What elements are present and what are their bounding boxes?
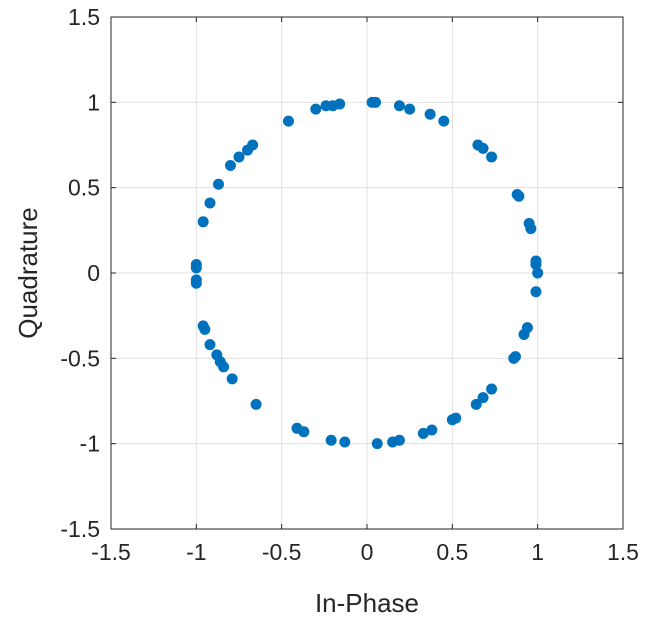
data-points xyxy=(190,96,544,450)
x-axis-label: In-Phase xyxy=(315,588,419,617)
data-point xyxy=(530,286,542,298)
data-point xyxy=(438,115,450,127)
y-tick-label: -0.5 xyxy=(60,345,100,371)
data-point xyxy=(404,103,416,115)
x-tick-label: -0.5 xyxy=(262,539,302,565)
data-point xyxy=(247,139,259,151)
data-point xyxy=(525,223,537,235)
data-point xyxy=(393,100,405,112)
grid xyxy=(110,16,624,530)
data-point xyxy=(424,108,436,120)
y-tick-label: -1.5 xyxy=(60,516,100,542)
data-point xyxy=(486,151,498,163)
ticks: -1.5 -1 -0.5 0 0.5 1 1.5 -1.5 -1 -0.5 0 0.5 1 1.5 xyxy=(60,4,639,565)
data-point xyxy=(370,96,382,108)
y-axis-label: Quadrature xyxy=(13,207,43,339)
data-point xyxy=(334,98,346,110)
data-point xyxy=(339,436,351,448)
data-point xyxy=(477,392,489,404)
x-tick-label: 0.5 xyxy=(436,539,468,565)
y-tick-label: 1 xyxy=(87,89,100,115)
data-point xyxy=(282,115,294,127)
data-point xyxy=(224,159,236,171)
data-point xyxy=(470,398,482,410)
data-point xyxy=(532,267,544,279)
data-point xyxy=(233,151,245,163)
data-point xyxy=(197,216,209,228)
data-point xyxy=(204,339,216,351)
data-point xyxy=(486,383,498,395)
data-point xyxy=(477,142,489,154)
data-point xyxy=(426,424,438,436)
x-tick-label: -1.5 xyxy=(91,539,131,565)
data-point xyxy=(250,398,262,410)
data-point xyxy=(518,328,530,340)
y-tick-label: 0.5 xyxy=(68,175,100,201)
y-tick-label: -1 xyxy=(80,431,100,457)
data-point xyxy=(190,274,202,286)
data-point xyxy=(197,320,209,332)
x-tick-label: 1.5 xyxy=(607,539,639,565)
data-point xyxy=(325,434,337,446)
data-point xyxy=(213,178,225,190)
data-point xyxy=(190,258,202,270)
y-tick-label: 1.5 xyxy=(68,4,100,30)
x-tick-label: 1 xyxy=(531,539,544,565)
data-point xyxy=(371,438,383,450)
data-point xyxy=(310,103,322,115)
y-tick-label: 0 xyxy=(87,260,100,286)
x-tick-label: 0 xyxy=(361,539,374,565)
data-point xyxy=(508,352,520,364)
data-point xyxy=(226,373,238,385)
data-point xyxy=(211,349,223,361)
data-point xyxy=(446,414,458,426)
data-point xyxy=(291,422,303,434)
data-point xyxy=(530,258,542,270)
x-tick-label: -1 xyxy=(186,539,206,565)
data-point xyxy=(204,197,216,209)
data-point xyxy=(387,436,399,448)
data-point xyxy=(513,190,525,202)
data-point xyxy=(417,427,429,439)
